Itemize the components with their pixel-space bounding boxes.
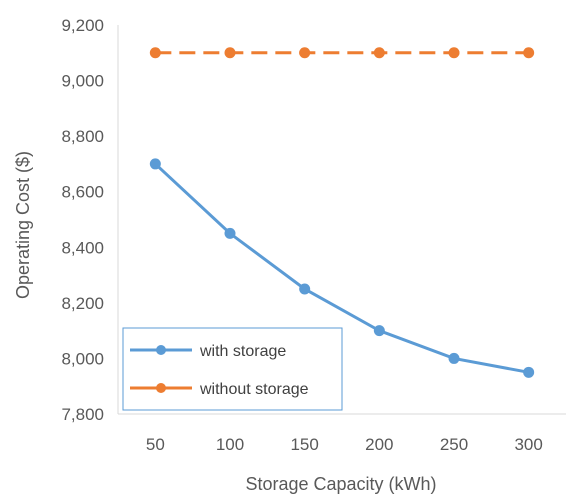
data-point-with-storage [448,352,460,364]
data-point-without-storage [299,47,311,59]
x-tick-label: 300 [514,435,542,454]
legend-box [122,327,343,411]
x-tick-label: 250 [440,435,468,454]
data-point-without-storage [149,47,161,59]
y-tick-label: 9,000 [61,72,104,91]
data-point-with-storage [224,227,236,239]
data-point-with-storage [149,158,161,170]
data-point-without-storage [523,47,535,59]
legend-label-with-storage: with storage [199,343,286,360]
y-tick-labels: 7,800 8,000 8,200 8,400 8,600 8,800 9,000 9,200 [61,16,104,424]
legend-label-without-storage: without storage [199,381,309,398]
x-axis-title: Storage Capacity (kWh) [245,474,436,494]
x-tick-labels: 50 100 150 200 250 300 [146,435,543,454]
legend: with storage without storage [122,327,343,411]
y-tick-label: 8,600 [61,183,104,202]
legend-marker-without-storage [156,383,166,393]
y-tick-label: 8,000 [61,349,104,368]
series-line-with-storage [154,162,529,374]
y-tick-label: 8,400 [61,238,104,257]
data-point-without-storage [224,47,236,59]
legend-marker-with-storage [156,345,166,355]
data-point-without-storage [373,47,385,59]
y-axis-title: Operating Cost ($) [13,151,33,299]
x-tick-label: 100 [216,435,244,454]
data-point-with-storage [523,366,535,378]
x-tick-label: 50 [146,435,165,454]
y-tick-label: 7,800 [61,405,104,424]
data-point-with-storage [373,325,385,337]
x-tick-label: 150 [290,435,318,454]
y-tick-label: 8,200 [61,294,104,313]
series-layer [149,47,535,378]
y-tick-label: 8,800 [61,127,104,146]
x-tick-label: 200 [365,435,393,454]
data-point-with-storage [299,283,311,295]
data-point-without-storage [448,47,460,59]
y-tick-label: 9,200 [61,16,104,35]
